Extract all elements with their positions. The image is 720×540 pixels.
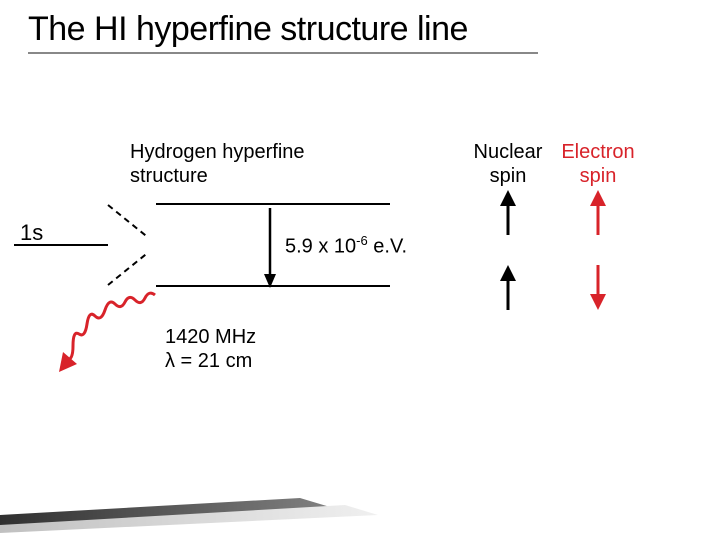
energy-value-label: 5.9 x 10-6 e.V. — [285, 233, 407, 259]
electron-spin-upper-icon — [583, 190, 613, 235]
transition-arrow-icon — [262, 208, 278, 293]
structure-subtitle: Hydrogen hyperfine structure — [130, 140, 305, 188]
page-title: The HI hyperfine structure line — [28, 10, 468, 49]
electron-spin-lower-icon — [583, 265, 613, 310]
state-label-1s: 1s — [20, 220, 43, 246]
nuclear-spin-lower-icon — [493, 265, 523, 310]
diagram-container: Hydrogen hyperfine structure 1s 5.9 x 10… — [0, 140, 720, 440]
electron-label-line2: spin — [580, 165, 617, 187]
structure-subtitle-line1: Hydrogen hyperfine — [130, 141, 305, 163]
nuclear-label-line1: Nuclear — [474, 141, 543, 163]
split-line-lower — [107, 254, 146, 286]
electron-spin-title: Electron spin — [558, 140, 638, 188]
split-line-upper — [107, 204, 146, 236]
nuclear-label-line2: spin — [490, 165, 527, 187]
frequency-label: 1420 MHz — [165, 326, 256, 349]
nuclear-spin-title: Nuclear spin — [468, 140, 548, 188]
base-level-line — [14, 244, 108, 246]
wavy-photon-arrow-icon — [55, 290, 165, 390]
structure-subtitle-line2: structure — [130, 165, 208, 187]
decorative-bars-icon — [0, 498, 380, 533]
upper-level-line — [156, 203, 390, 205]
wavelength-label: λ = 21 cm — [165, 350, 252, 373]
title-underline — [28, 52, 538, 54]
energy-unit: e.V. — [373, 236, 407, 258]
nuclear-spin-upper-icon — [493, 190, 523, 235]
energy-mantissa: 5.9 x 10 — [285, 236, 356, 258]
electron-label-line1: Electron — [561, 141, 634, 163]
energy-exponent: -6 — [356, 233, 368, 248]
